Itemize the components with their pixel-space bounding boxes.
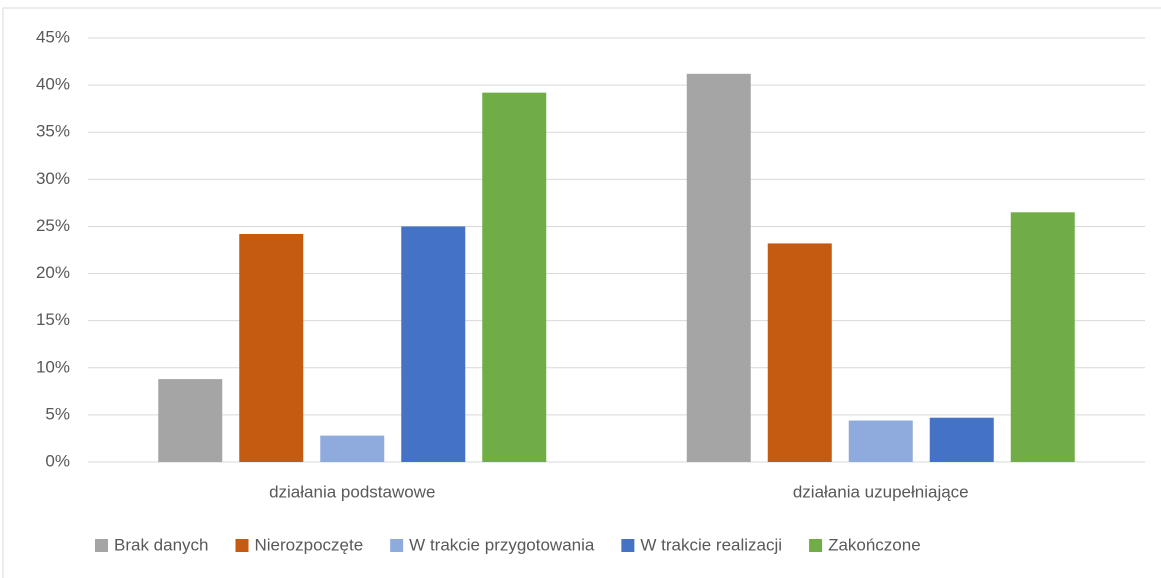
y-tick-label: 10%	[36, 357, 70, 376]
legend-label: W trakcie realizacji	[640, 535, 782, 554]
legend-swatch	[390, 539, 404, 552]
y-tick-label: 15%	[36, 310, 70, 329]
y-tick-label: 5%	[45, 404, 70, 423]
y-tick-label: 0%	[45, 451, 70, 470]
bar	[686, 73, 751, 462]
bar	[320, 435, 385, 462]
chart-border	[2, 7, 1161, 578]
legend-swatch	[809, 539, 823, 552]
bar	[482, 92, 547, 462]
y-tick-label: 20%	[36, 263, 70, 282]
legend-label: Nierozpoczęte	[255, 535, 364, 554]
y-tick-label: 35%	[36, 122, 70, 141]
legend-swatch	[235, 539, 249, 552]
y-tick-label: 25%	[36, 216, 70, 235]
legend-label: W trakcie przygotowania	[409, 535, 595, 554]
bar	[929, 417, 994, 462]
legend-label: Zakończone	[828, 535, 921, 554]
bar	[239, 233, 304, 462]
bar	[158, 379, 223, 462]
bar	[1010, 212, 1075, 462]
legend-label: Brak danych	[114, 535, 209, 554]
legend-swatch	[621, 539, 635, 552]
bar	[848, 420, 913, 462]
bar	[401, 226, 466, 462]
legend-swatch	[95, 539, 108, 552]
y-tick-label: 45%	[36, 27, 70, 46]
x-tick-label: działania podstawowe	[269, 482, 435, 501]
bar	[767, 243, 832, 462]
y-tick-label: 40%	[36, 75, 70, 94]
y-tick-label: 30%	[36, 169, 70, 188]
x-tick-label: działania uzupełniające	[793, 482, 969, 501]
